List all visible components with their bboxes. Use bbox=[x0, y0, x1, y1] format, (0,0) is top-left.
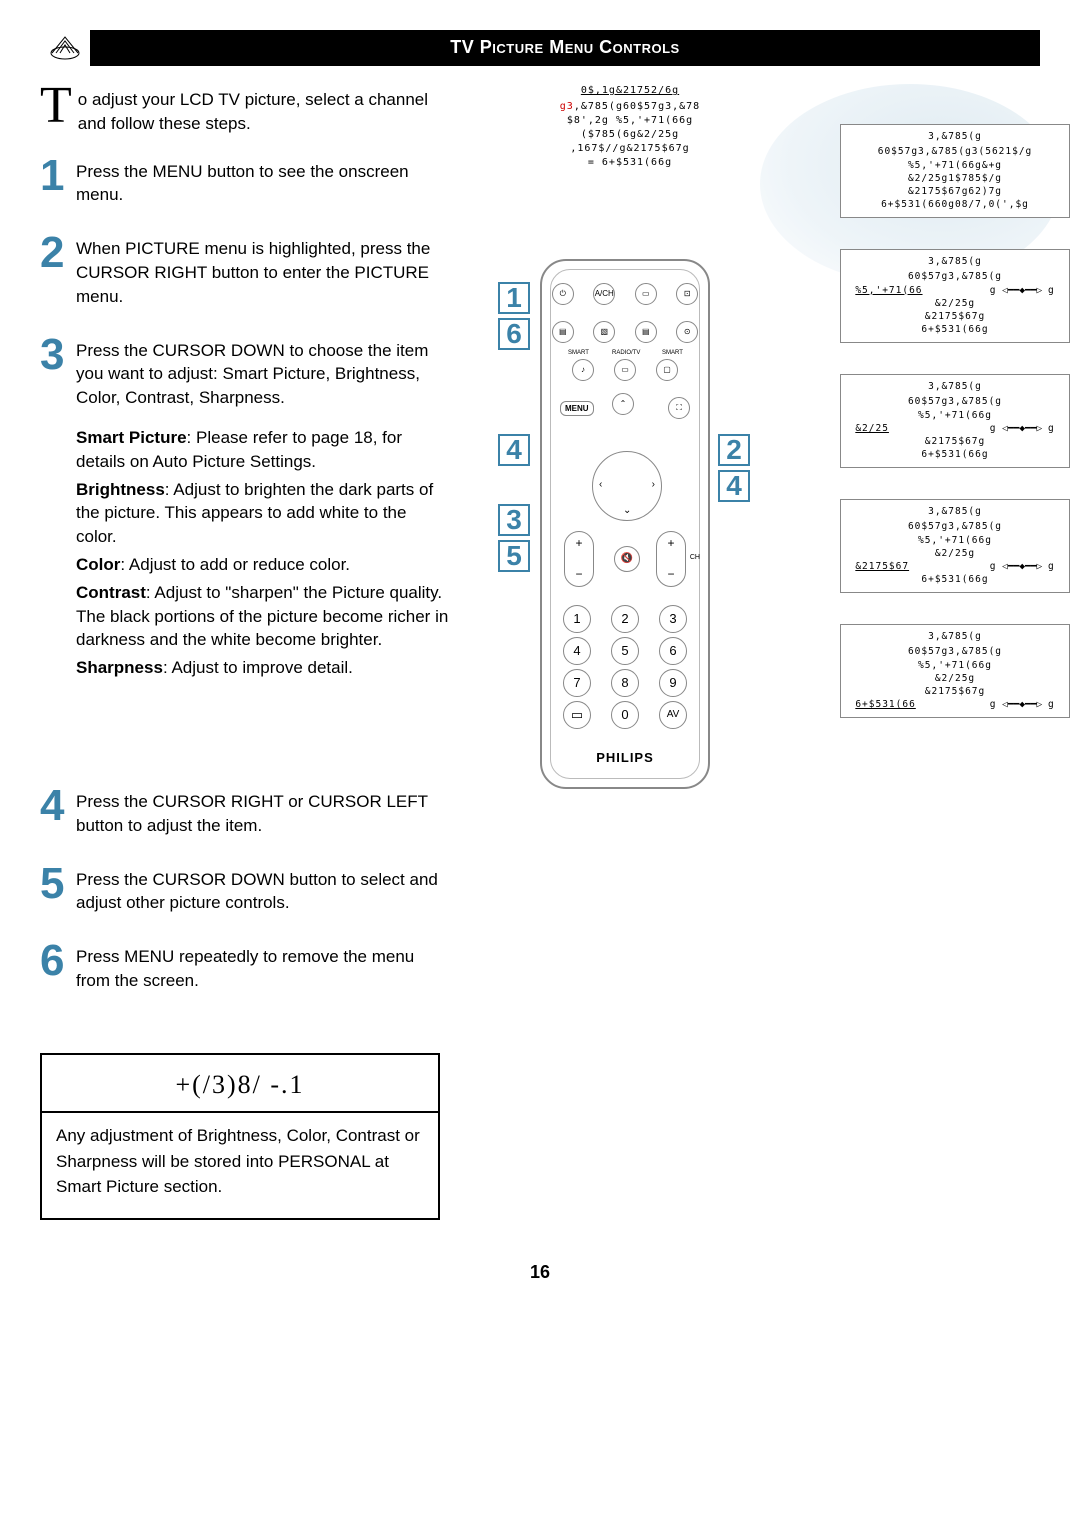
step-text: Press the CURSOR RIGHT or CURSOR LEFT bu… bbox=[76, 786, 450, 838]
hint-title: +(/3)8/ -.1 bbox=[42, 1055, 438, 1113]
helpful-hint-box: +(/3)8/ -.1 Any adjustment of Brightness… bbox=[40, 1053, 440, 1220]
text-color: : Adjust to add or reduce color. bbox=[120, 555, 350, 574]
osd-line: ,&785(g60$57g3,&78 bbox=[574, 101, 700, 112]
cursor-ring[interactable]: ‹ › ⌄ bbox=[592, 451, 662, 521]
key-7[interactable]: 7 bbox=[563, 669, 591, 697]
callout-5: 5 bbox=[498, 540, 530, 572]
key-av[interactable]: AV bbox=[659, 701, 687, 729]
osd-line: $8',2g %5,'+71(66g bbox=[530, 114, 730, 128]
step-1: 1 Press the MENU button to see the onscr… bbox=[40, 156, 450, 208]
key-2[interactable]: 2 bbox=[611, 605, 639, 633]
osd-picture-panel: 3,&785(g60$57g3,&785(g3(5621$/g%5,'+71(6… bbox=[840, 124, 1070, 218]
callout-2: 2 bbox=[718, 434, 750, 466]
callout-3: 3 bbox=[498, 504, 530, 536]
step-number: 6 bbox=[40, 941, 76, 993]
step-number: 1 bbox=[40, 156, 76, 208]
key-6[interactable]: 6 bbox=[659, 637, 687, 665]
step-2: 2 When PICTURE menu is highlighted, pres… bbox=[40, 233, 450, 308]
callout-6: 6 bbox=[498, 318, 530, 350]
teletext-button[interactable]: ▤ bbox=[552, 321, 574, 343]
intro: T o adjust your LCD TV picture, select a… bbox=[40, 84, 450, 136]
osd-main-menu: 0$,1g&21752/6g g3,&785(g60$57g3,&78 $8',… bbox=[530, 84, 730, 170]
step-text: Press the MENU button to see the onscree… bbox=[76, 156, 450, 208]
hint-body: Any adjustment of Brightness, Color, Con… bbox=[42, 1113, 438, 1218]
key-1[interactable]: 1 bbox=[563, 605, 591, 633]
key-list[interactable]: ▭ bbox=[563, 701, 591, 729]
header-bar: TV Picture Menu Controls bbox=[40, 30, 1040, 66]
list-button[interactable]: ▧ bbox=[593, 321, 615, 343]
smart-label-2: SMART bbox=[662, 349, 683, 357]
step-number: 4 bbox=[40, 786, 76, 838]
key-0[interactable]: 0 bbox=[611, 701, 639, 729]
osd-line: = 6+$531(66g bbox=[530, 156, 730, 170]
key-3[interactable]: 3 bbox=[659, 605, 687, 633]
channel-rocker[interactable]: +− bbox=[656, 531, 686, 587]
key-8[interactable]: 8 bbox=[611, 669, 639, 697]
menu-button[interactable]: MENU bbox=[560, 401, 594, 416]
step-number: 3 bbox=[40, 335, 76, 410]
clock-button[interactable]: ⊙ bbox=[676, 321, 698, 343]
label-smart-picture: Smart Picture bbox=[76, 428, 187, 447]
ch-label: CH bbox=[690, 553, 700, 563]
key-5[interactable]: 5 bbox=[611, 637, 639, 665]
smart-picture-button[interactable]: ▢ bbox=[656, 359, 678, 381]
cursor-up-button[interactable]: ⌃ bbox=[612, 393, 634, 415]
osd-picture-panel: 3,&785(g60$57g3,&785(g%5,'+71(66g&2/25g&… bbox=[840, 499, 1070, 593]
header-icon bbox=[40, 30, 90, 66]
instructions-column: T o adjust your LCD TV picture, select a… bbox=[40, 84, 450, 1220]
step-5: 5 Press the CURSOR DOWN button to select… bbox=[40, 864, 450, 916]
label-color: Color bbox=[76, 555, 120, 574]
cursor-left-icon: ‹ bbox=[599, 478, 602, 492]
step-number: 2 bbox=[40, 233, 76, 308]
power-button[interactable]: ⏻ bbox=[552, 283, 574, 305]
label-contrast: Contrast bbox=[76, 583, 146, 602]
intro-text: o adjust your LCD TV picture, select a c… bbox=[78, 84, 450, 136]
osd-picture-panel: 3,&785(g60$57g3,&785(g%5,'+71(66g&2/25g&… bbox=[840, 624, 1070, 718]
step-6: 6 Press MENU repeatedly to remove the me… bbox=[40, 941, 450, 993]
picture-options-detail: Smart Picture: Please refer to page 18, … bbox=[76, 426, 450, 680]
key-9[interactable]: 9 bbox=[659, 669, 687, 697]
label-brightness: Brightness bbox=[76, 480, 165, 499]
osd-highlight: g3 bbox=[560, 101, 574, 112]
radio-tv-button[interactable]: ▭ bbox=[614, 359, 636, 381]
remote-control: ⏻ A/CH ▭ ⊡ ▤ ▧ ▤ ⊙ SMART RADIO/TV SMART bbox=[540, 259, 710, 789]
dropcap: T bbox=[40, 84, 72, 136]
step-number: 5 bbox=[40, 864, 76, 916]
osd-picture-panel: 3,&785(g60$57g3,&785(g%5,'+71(66 g ◁━━◆━… bbox=[840, 249, 1070, 343]
step-4: 4 Press the CURSOR RIGHT or CURSOR LEFT … bbox=[40, 786, 450, 838]
brand-label: PHILIPS bbox=[542, 749, 708, 767]
callout-4: 4 bbox=[498, 434, 530, 466]
format-button[interactable]: ▭ bbox=[635, 283, 657, 305]
callout-4b: 4 bbox=[718, 470, 750, 502]
guide-button[interactable]: ▤ bbox=[635, 321, 657, 343]
text-sharpness: : Adjust to improve detail. bbox=[163, 658, 353, 677]
smart-label: SMART bbox=[568, 349, 589, 357]
page-number: 16 bbox=[40, 1260, 1040, 1285]
volume-rocker[interactable]: +− bbox=[564, 531, 594, 587]
smart-sound-button[interactable]: ♪ bbox=[572, 359, 594, 381]
step-text: When PICTURE menu is highlighted, press … bbox=[76, 233, 450, 308]
osd-line: 0$,1g&21752/6g bbox=[530, 84, 730, 98]
callout-1: 1 bbox=[498, 282, 530, 314]
step-text: Press the CURSOR DOWN to choose the item… bbox=[76, 335, 450, 410]
radio-tv-label: RADIO/TV bbox=[612, 349, 640, 357]
pip-button[interactable]: ⊡ bbox=[676, 283, 698, 305]
step-3: 3 Press the CURSOR DOWN to choose the it… bbox=[40, 335, 450, 410]
osd-picture-panel: 3,&785(g60$57g3,&785(g%5,'+71(66g&2/25 g… bbox=[840, 374, 1070, 468]
expand-button[interactable]: ⛶ bbox=[668, 397, 690, 419]
osd-line: ($785(6g&2/25g bbox=[530, 128, 730, 142]
label-sharpness: Sharpness bbox=[76, 658, 163, 677]
cursor-right-icon: › bbox=[652, 478, 655, 492]
cursor-down-icon: ⌄ bbox=[623, 504, 631, 518]
ach-button[interactable]: A/CH bbox=[593, 283, 615, 305]
key-4[interactable]: 4 bbox=[563, 637, 591, 665]
step-text: Press the CURSOR DOWN button to select a… bbox=[76, 864, 450, 916]
page-title: TV Picture Menu Controls bbox=[450, 35, 679, 60]
step-text: Press MENU repeatedly to remove the menu… bbox=[76, 941, 450, 993]
mute-button[interactable]: 🔇 bbox=[614, 546, 640, 572]
osd-line: ,167$//g&2175$67g bbox=[530, 142, 730, 156]
diagram-column: 0$,1g&21752/6g g3,&785(g60$57g3,&78 $8',… bbox=[480, 84, 1040, 1220]
keypad: 1 2 3 4 5 6 7 8 9 bbox=[542, 601, 708, 733]
